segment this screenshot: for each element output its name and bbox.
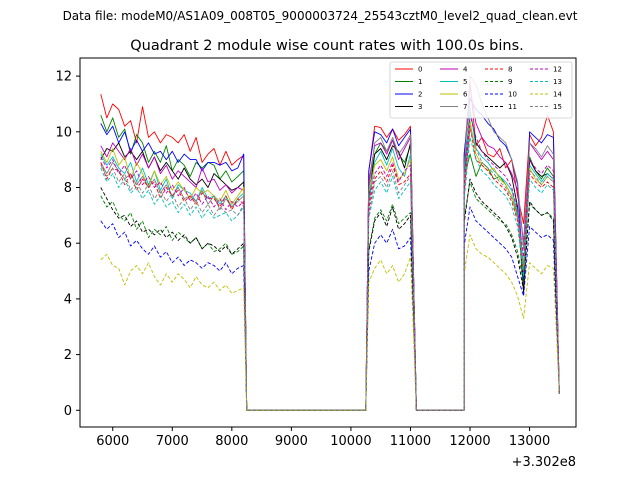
legend-label-0: 0 [418,66,422,74]
legend-label-3: 3 [418,103,422,111]
series-line-6 [100,120,560,411]
legend-label-15: 15 [553,103,562,111]
y-tick-label: 2 [64,348,72,363]
legend-label-5: 5 [463,78,467,86]
legend-label-10: 10 [508,91,517,99]
y-tick-label: 12 [55,70,72,85]
x-tick-label: 6000 [96,434,129,449]
legend-label-13: 13 [553,78,562,86]
y-tick-label: 8 [64,181,72,196]
series-line-11 [100,178,560,411]
x-tick-label: 8000 [215,434,248,449]
legend-label-1: 1 [418,78,422,86]
legend-label-9: 9 [508,78,512,86]
x-tick-label: 9000 [275,434,308,449]
series-line-0 [100,81,560,411]
legend-label-2: 2 [418,91,422,99]
chart-title: Quadrant 2 module wise count rates with … [130,38,524,54]
legend-box [389,61,573,119]
series-line-8 [100,125,560,411]
x-axis: 6000 7000 8000 9000 10000 11000 12000 13000 [96,427,550,449]
series-layer [100,75,560,411]
x-tick-label: 13000 [509,434,550,449]
series-line-2 [100,97,560,411]
y-tick-label: 6 [64,237,72,252]
series-line-9 [100,181,560,411]
legend-label-7: 7 [463,103,467,111]
y-tick-label: 0 [64,404,72,419]
x-tick-label: 11000 [390,434,431,449]
series-line-15 [100,128,560,411]
x-offset-label: +3.302e8 [512,455,576,470]
legend-label-14: 14 [553,91,562,99]
x-tick-label: 12000 [449,434,490,449]
y-tick-label: 4 [64,292,72,307]
series-line-13 [100,136,560,411]
x-tick-label: 10000 [330,434,371,449]
plot-frame [79,57,577,428]
y-tick-label: 10 [55,125,72,140]
series-line-14 [100,234,560,411]
legend-label-11: 11 [508,103,517,111]
x-tick-label: 7000 [156,434,189,449]
legend-label-6: 6 [463,91,468,99]
legend-label-4: 4 [463,66,468,74]
legend-label-8: 8 [508,66,512,74]
series-line-12 [100,114,560,411]
y-axis: 0 2 4 6 8 10 12 [55,70,80,419]
figure-suptitle: Data file: modeM0/AS1A09_008T05_90000037… [63,9,578,23]
series-line-10 [100,206,560,411]
legend-label-12: 12 [553,66,562,74]
